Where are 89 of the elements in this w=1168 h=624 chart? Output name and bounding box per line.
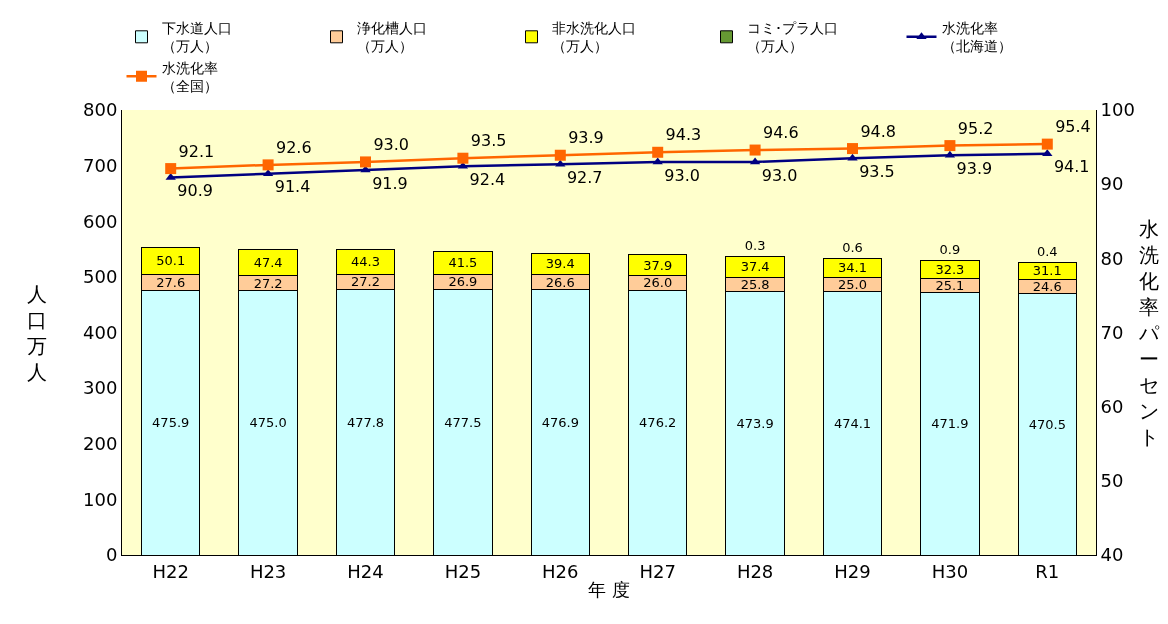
data-label: 90.9 (177, 181, 213, 201)
data-label: 94.8 (860, 121, 896, 141)
legend-label: 下水道人口（万人） (161, 20, 232, 55)
y-tick-label: 400 (83, 321, 118, 343)
y2-tick-label: 50 (1100, 470, 1124, 492)
data-label: 92.4 (469, 169, 506, 189)
x-tick-label: H25 (444, 560, 482, 582)
data-label: 93.9 (568, 128, 604, 148)
y2-tick-label: 100 (1100, 99, 1135, 121)
data-label: 93.9 (956, 158, 993, 178)
data-label: 95.2 (957, 118, 994, 138)
x-tick-label: H23 (249, 560, 287, 582)
data-label: 473.9 (736, 415, 774, 431)
data-label: 27.2 (351, 274, 380, 290)
x-tick-label: H27 (639, 560, 676, 582)
data-label: 474.1 (833, 415, 872, 431)
data-label: 93.5 (859, 161, 895, 181)
data-label: 25.1 (935, 278, 965, 294)
y-axis-title: 人口万人 (27, 282, 47, 384)
data-label: 34.1 (838, 260, 867, 276)
data-label: 26.9 (448, 274, 478, 290)
data-label: 475.0 (249, 415, 287, 431)
y2-tick-label: 90 (1100, 173, 1124, 195)
data-label: 25.8 (740, 276, 770, 292)
y2-tick-label: 60 (1100, 395, 1124, 417)
data-label: 95.4 (1055, 117, 1091, 137)
data-label: 37.9 (643, 257, 673, 273)
data-label: 47.4 (253, 254, 283, 270)
data-label: 24.6 (1032, 278, 1062, 294)
y-tick-label: 200 (83, 433, 118, 455)
y-tick-label: 0 (105, 544, 118, 566)
data-label: 471.9 (931, 416, 969, 432)
data-label: 39.4 (545, 256, 575, 272)
x-axis-title: 年 度 (588, 578, 630, 600)
y2-tick-label: 80 (1100, 247, 1124, 269)
legend-label: 浄化槽人口（万人） (356, 20, 427, 55)
y-tick-label: 600 (83, 210, 118, 232)
data-label: 92.6 (275, 138, 312, 158)
y-tick-label: 700 (83, 154, 118, 176)
data-label: 92.7 (566, 167, 603, 187)
data-label: 41.5 (448, 255, 478, 271)
data-label: 50.1 (156, 253, 186, 269)
data-label: 470.5 (1028, 416, 1066, 432)
data-label: 94.1 (1053, 157, 1090, 177)
data-label: 94.6 (762, 123, 799, 143)
data-label: 475.9 (152, 415, 190, 431)
data-label: 93.5 (470, 131, 507, 151)
data-label: 25.0 (838, 276, 867, 292)
y2-tick-label: 40 (1100, 544, 1124, 566)
x-tick-label: H29 (834, 560, 871, 582)
data-label: 93.0 (664, 165, 700, 185)
data-label: 0.9 (939, 242, 961, 258)
data-label: 26.0 (643, 275, 673, 291)
x-tick-label: H30 (931, 560, 969, 582)
x-tick-label: H28 (736, 560, 774, 582)
data-label: 0.4 (1036, 244, 1058, 260)
legend-label: 水洗化率（全国） (161, 59, 218, 94)
y2-tick-label: 70 (1100, 321, 1124, 343)
text: 水洗化率パーセント (1139, 217, 1159, 449)
legend-label: 非水洗化人口（万人） (551, 20, 636, 55)
y-tick-label: 800 (83, 99, 118, 121)
x-tick-label: H26 (542, 560, 579, 582)
data-label: 27.2 (253, 275, 283, 291)
x-tick-label: H22 (152, 560, 189, 582)
data-label: 92.1 (178, 141, 215, 161)
data-label: 91.4 (274, 177, 311, 197)
legend-label: 水洗化率（北海道） (941, 20, 1012, 55)
data-label: 94.3 (665, 125, 702, 145)
data-label: 0.6 (842, 240, 863, 256)
data-label: 477.8 (346, 414, 385, 430)
data-label: 44.3 (351, 254, 380, 270)
y-tick-label: 100 (83, 488, 118, 510)
data-label: 477.5 (444, 414, 482, 430)
y-tick-label: 300 (83, 377, 118, 399)
y-tick-label: 500 (83, 266, 118, 288)
data-label: 476.2 (639, 415, 677, 431)
data-label: 37.4 (740, 259, 770, 275)
data-label: 93.0 (373, 135, 409, 155)
data-label: 93.0 (761, 165, 798, 185)
data-label: 31.1 (1032, 263, 1062, 279)
data-label: 32.3 (935, 262, 965, 278)
data-label: 26.6 (545, 274, 575, 290)
x-tick-label: H24 (347, 560, 384, 582)
x-tick-label: R1 (1035, 560, 1060, 582)
data-label: 476.9 (541, 414, 579, 430)
data-label: 0.3 (744, 238, 766, 254)
data-label: 91.9 (372, 173, 408, 193)
data-label: 27.6 (156, 275, 186, 291)
legend-label: コミ･プラ人口（万人） (746, 20, 838, 55)
